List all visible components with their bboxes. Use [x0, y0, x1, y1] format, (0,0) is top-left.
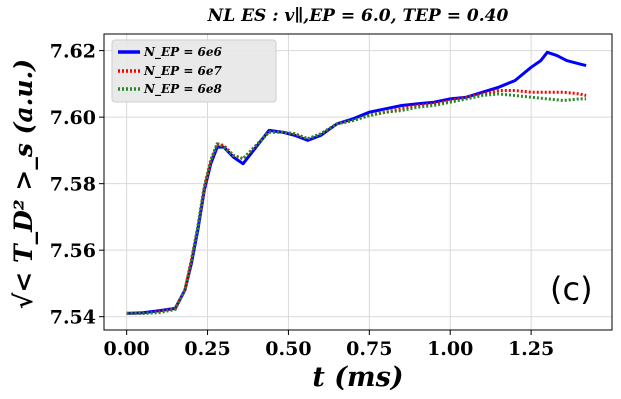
x-tick-label: 1.00	[427, 338, 473, 360]
y-tick-label: 7.62	[50, 41, 96, 63]
x-tick-label: 0.50	[265, 338, 311, 360]
x-tick-label: 1.25	[508, 338, 554, 360]
x-tick-label: 0.00	[104, 338, 150, 360]
plot-frame	[103, 33, 613, 331]
x-axis-label: t (ms)	[312, 362, 403, 393]
legend: N_EP = 6e6 N_EP = 6e7 N_EP = 6e8	[111, 39, 277, 103]
y-tick-label: 7.56	[50, 240, 96, 262]
series-line-2	[126, 92, 587, 315]
legend-box	[111, 39, 277, 103]
y-tick-label: 7.58	[50, 174, 96, 196]
legend-label-6e8: N_EP = 6e8	[143, 82, 223, 97]
y-tick-label: 7.54	[50, 307, 96, 329]
y-tick-label: 7.60	[50, 107, 96, 129]
panel-label: (c)	[550, 270, 593, 308]
legend-label-6e6: N_EP = 6e6	[143, 45, 223, 60]
legend-label-6e7: N_EP = 6e7	[143, 64, 223, 79]
x-tick-label: 0.25	[184, 338, 230, 360]
series-line-1	[126, 89, 587, 315]
axis-ticks: 0.00 0.25 0.50 0.75 1.00 1.25 7.54 7.56 7.58 7.60…	[50, 41, 555, 360]
series-lines	[126, 50, 587, 315]
y-axis-label: √< T_D² >_s (a.u.)	[9, 59, 38, 309]
x-tick-label: 0.75	[346, 338, 392, 360]
chart-title: NL ES : v∥,EP = 6.0, TEP = 0.40	[207, 6, 509, 26]
